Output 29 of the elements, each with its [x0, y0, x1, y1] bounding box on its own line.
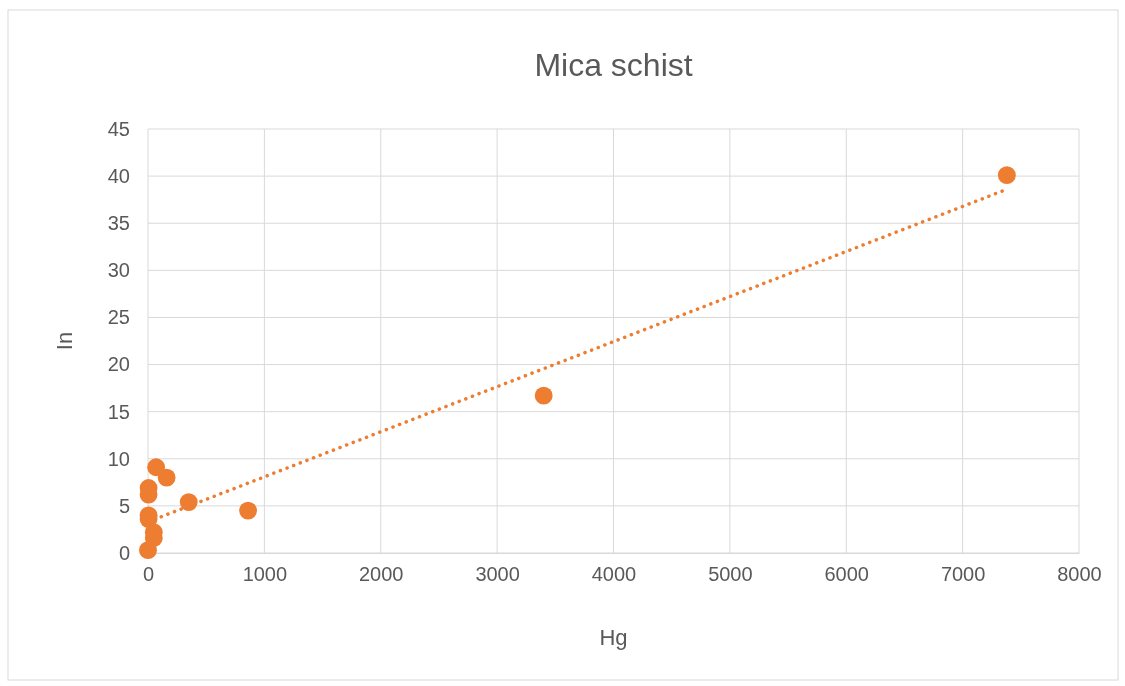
- x-tick-label: 7000: [940, 563, 986, 586]
- x-tick-label: 3000: [475, 563, 520, 586]
- x-axis-title: Hg: [599, 625, 628, 650]
- x-tick-label: 1000: [242, 563, 288, 586]
- point: [139, 541, 157, 560]
- y-tick-label: 35: [107, 212, 130, 235]
- y-tick-label: 20: [107, 353, 130, 376]
- x-tick-label: 6000: [824, 563, 869, 586]
- y-tick-label: 45: [107, 117, 130, 140]
- y-tick-label: 5: [118, 494, 130, 517]
- x-tick-label: 4000: [591, 563, 637, 586]
- point: [997, 166, 1016, 185]
- x-tick-label: 2000: [359, 563, 404, 586]
- y-tick-label: 15: [107, 400, 130, 423]
- y-tick-label: 40: [107, 165, 130, 188]
- y-tick-label: 10: [107, 447, 130, 470]
- chart-title: Mica schist: [534, 47, 693, 83]
- y-axis-title: In: [52, 331, 77, 351]
- point: [147, 458, 166, 477]
- x-tick-label: 5000: [708, 563, 753, 586]
- x-tick-label: 0: [142, 563, 155, 586]
- x-tick-label: 8000: [1057, 563, 1102, 586]
- y-tick-label: 25: [107, 306, 130, 329]
- point: [157, 468, 176, 487]
- point: [239, 501, 257, 520]
- point: [179, 493, 198, 512]
- point: [534, 386, 553, 405]
- y-tick-label: 0: [118, 541, 130, 564]
- y-tick-label: 30: [107, 259, 130, 282]
